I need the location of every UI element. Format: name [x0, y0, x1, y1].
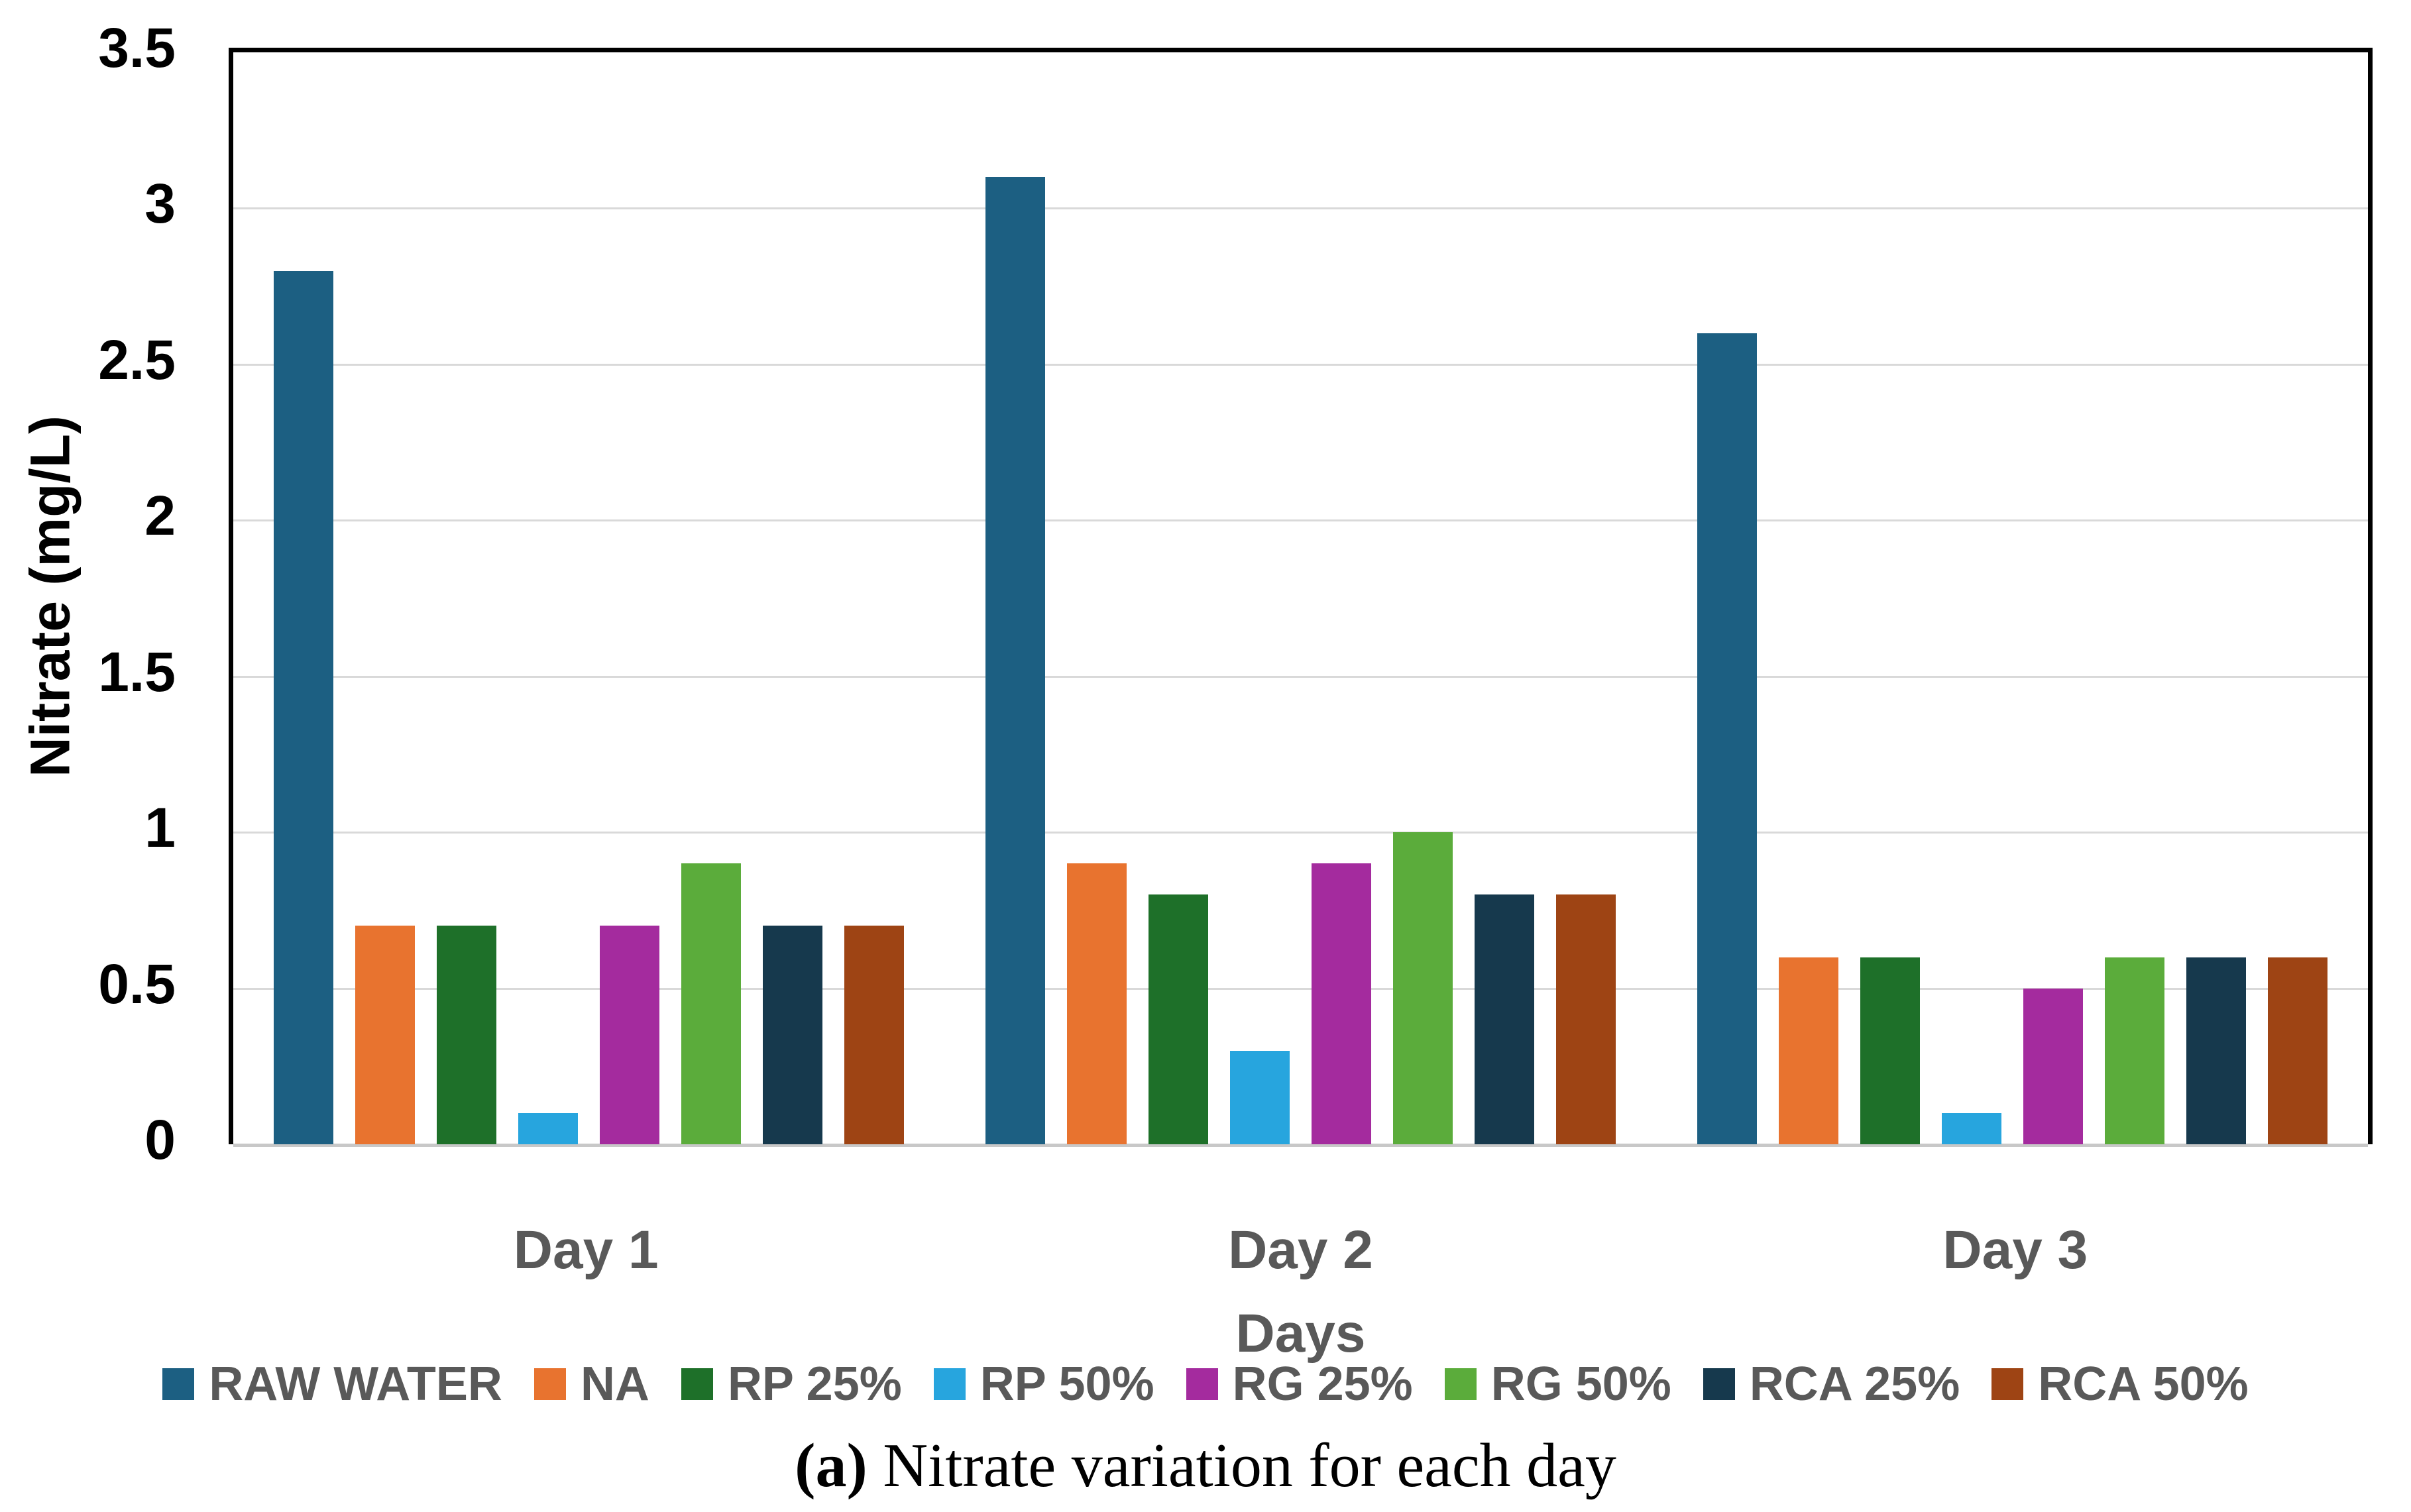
y-tick-label: 0.5 [98, 952, 176, 1015]
bar-group [945, 52, 1657, 1144]
bar [763, 926, 823, 1144]
x-axis-labels: Day 1 Day 2 Day 3 [229, 1219, 2373, 1281]
gridline [233, 363, 2368, 366]
bar [1067, 863, 1127, 1144]
bar [985, 177, 1045, 1144]
bar [1230, 1050, 1290, 1144]
bar [2267, 957, 2327, 1144]
bar [681, 863, 742, 1144]
bar [1312, 863, 1371, 1144]
bar-group [1656, 52, 2368, 1144]
legend-marker [162, 1368, 195, 1400]
y-tick-label: 1.5 [98, 640, 176, 703]
y-tick-label: 2 [144, 484, 176, 547]
legend-label: RG 50% [1490, 1358, 1671, 1411]
y-tick-label: 1 [144, 796, 176, 859]
bar [1393, 832, 1453, 1144]
figure-caption: (a) Nitrate variation for each day [0, 1430, 2411, 1501]
bar [518, 1112, 579, 1144]
bar [2023, 988, 2083, 1144]
bar [844, 926, 905, 1144]
legend-label: RCA 50% [2038, 1358, 2249, 1411]
x-axis-line [233, 1144, 2368, 1147]
bar [274, 270, 334, 1144]
bar [1475, 894, 1534, 1144]
y-tick-label: 3.5 [98, 17, 176, 79]
legend-marker [1703, 1368, 1735, 1400]
legend-label: NA [580, 1358, 649, 1411]
bar [1149, 894, 1208, 1144]
x-category-label: Day 2 [1228, 1220, 1373, 1280]
x-category-label: Day 1 [513, 1220, 659, 1280]
x-axis-title: Days [1235, 1303, 1366, 1364]
gridline [233, 832, 2368, 834]
legend-label: RAW WATER [209, 1358, 502, 1411]
legend-marker [533, 1368, 566, 1400]
legend-item: RCA 25% [1703, 1357, 1960, 1411]
bar [1697, 333, 1757, 1144]
legend-label: RP 25% [727, 1358, 902, 1411]
bar [437, 926, 497, 1144]
y-tick-label: 2.5 [98, 328, 176, 391]
caption-label: (a) [795, 1431, 868, 1500]
caption-text: Nitrate variation for each day [867, 1431, 1616, 1500]
bar [600, 926, 660, 1144]
legend: RAW WATER NA RP 25% RP 50% RG 25% RG 50% RCA 2… [0, 1357, 2411, 1411]
legend-item: RP 25% [681, 1357, 902, 1411]
legend-item: RP 50% [933, 1357, 1154, 1411]
bar [355, 926, 416, 1144]
bar-group [233, 52, 945, 1144]
gridline [233, 675, 2368, 678]
bar-groups [233, 52, 2368, 1144]
bar [1860, 957, 1920, 1144]
bar [2104, 957, 2164, 1144]
gridline [233, 987, 2368, 990]
legend-marker [1444, 1368, 1477, 1400]
legend-item: RG 50% [1444, 1357, 1671, 1411]
y-tick-label: 3 [144, 172, 176, 235]
bar [1556, 894, 1616, 1144]
legend-label: RG 25% [1232, 1358, 1413, 1411]
plot-area [229, 48, 2373, 1147]
legend-marker [1186, 1368, 1218, 1400]
legend-marker [1991, 1368, 2024, 1400]
legend-item: RG 25% [1186, 1357, 1413, 1411]
gridline [233, 519, 2368, 522]
legend-item: RCA 50% [1991, 1357, 2249, 1411]
legend-label: RP 50% [980, 1358, 1154, 1411]
legend-item: NA [533, 1357, 649, 1411]
gridline [233, 207, 2368, 210]
legend-marker [933, 1368, 966, 1400]
y-tick-label: 0 [144, 1108, 176, 1171]
bar [1941, 1112, 2001, 1144]
x-category-label: Day 3 [1942, 1220, 2088, 1280]
legend-marker [681, 1368, 713, 1400]
bar [2186, 957, 2246, 1144]
bar [1778, 957, 1838, 1144]
legend-label: RCA 25% [1749, 1358, 1960, 1411]
legend-item: RAW WATER [162, 1357, 502, 1411]
